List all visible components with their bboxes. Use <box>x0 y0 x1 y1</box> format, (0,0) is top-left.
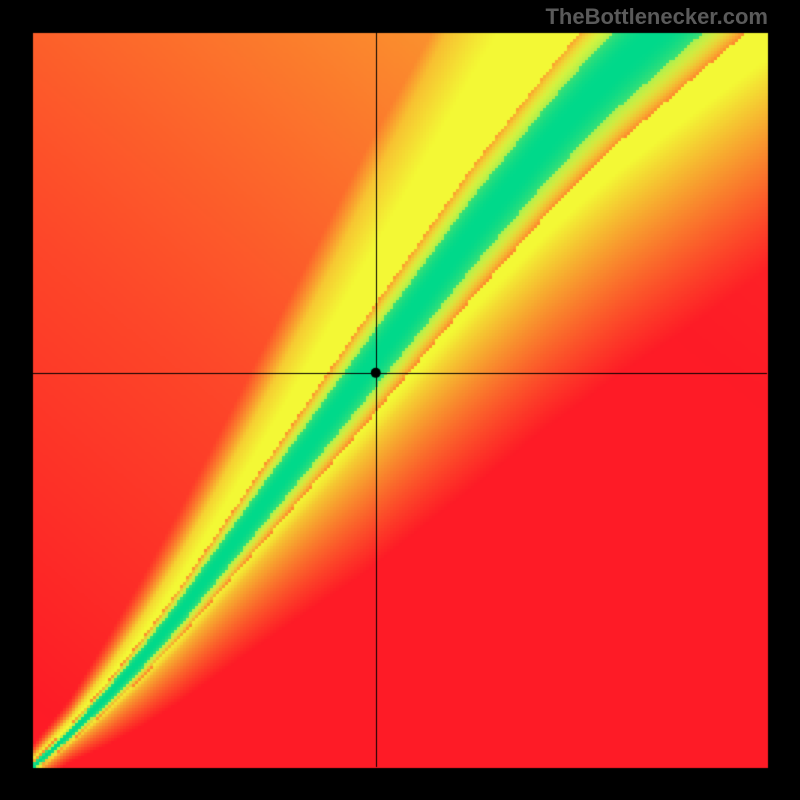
bottleneck-heatmap <box>0 0 800 800</box>
chart-container: TheBottlenecker.com <box>0 0 800 800</box>
watermark-text: TheBottlenecker.com <box>545 4 768 30</box>
